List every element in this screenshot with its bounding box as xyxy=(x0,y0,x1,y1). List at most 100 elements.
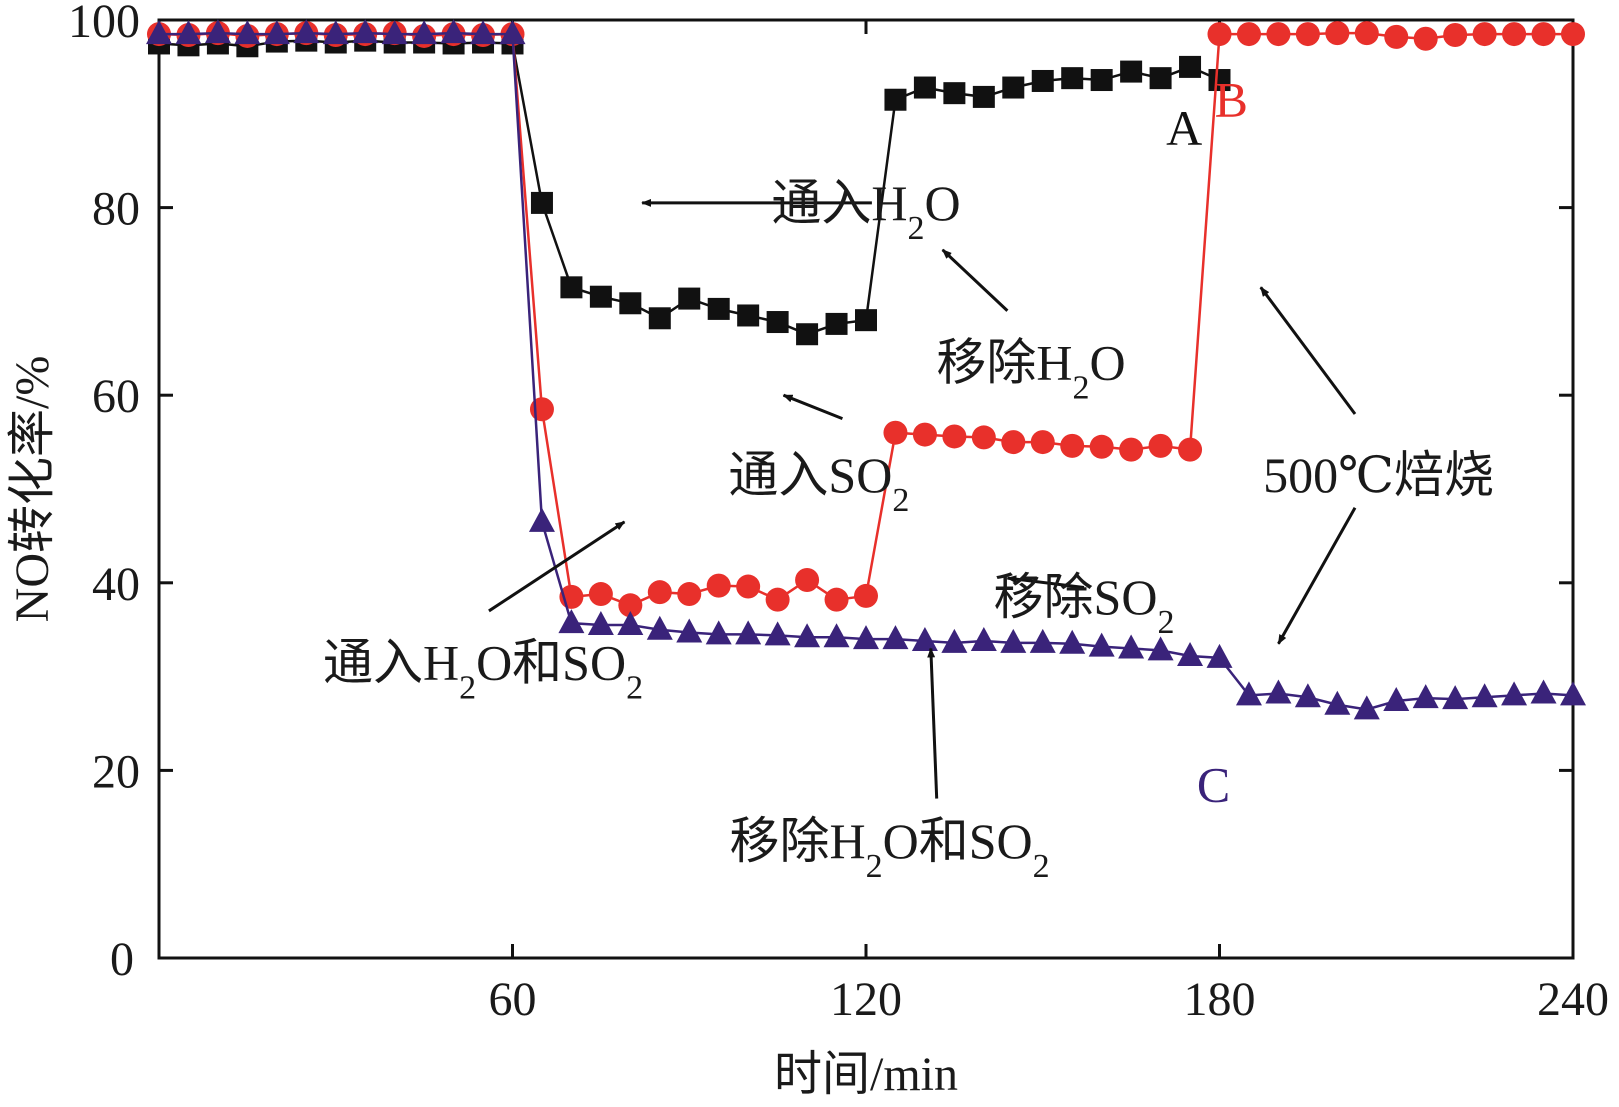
y-tick-label: 80 xyxy=(92,183,140,236)
data-point-B xyxy=(1295,22,1320,47)
series-labels: AB C xyxy=(1166,72,1248,813)
annotation-text: 通入SO2 xyxy=(728,447,909,519)
data-point-C xyxy=(1294,683,1321,708)
data-point-A xyxy=(1090,69,1113,92)
data-point-C xyxy=(676,618,703,643)
data-point-B xyxy=(1325,21,1350,46)
data-point-A xyxy=(1149,67,1172,90)
data-point-C xyxy=(882,625,909,650)
annotation-text-part: O xyxy=(925,175,961,231)
data-point-C xyxy=(411,20,438,45)
y-tick-label: 20 xyxy=(92,745,140,798)
data-point-C xyxy=(146,20,172,45)
annotation-text-part: O和SO xyxy=(476,635,626,691)
annotation-text-part: 移除H xyxy=(729,813,865,869)
data-point-C xyxy=(352,19,379,44)
data-point-C xyxy=(970,626,997,651)
data-point-B xyxy=(1236,22,1261,47)
data-point-A xyxy=(943,82,966,105)
annotation-text-part: 通入SO xyxy=(728,447,892,503)
data-point-C xyxy=(1324,690,1351,715)
data-point-C xyxy=(1059,629,1086,654)
annotation-text-part: 移除H xyxy=(936,334,1072,390)
data-point-C xyxy=(499,20,526,45)
data-point-A xyxy=(825,312,848,335)
data-point-B xyxy=(1502,22,1527,47)
annotation-text-part: 2 xyxy=(866,847,883,884)
data-point-A xyxy=(648,307,671,330)
tick-labels: 60 120 180 240 20 40 60 80 100 0 xyxy=(68,0,1609,1026)
data-point-C xyxy=(470,20,497,45)
data-point-B xyxy=(795,567,820,592)
data-point-B xyxy=(883,420,908,445)
data-point-C xyxy=(322,20,349,45)
data-point-C xyxy=(234,20,261,45)
data-point-C xyxy=(587,611,614,636)
axis-ticks xyxy=(159,20,1573,958)
data-point-C xyxy=(1000,628,1027,653)
series-layer xyxy=(146,19,1586,720)
data-point-C xyxy=(823,623,850,648)
annotation-text-part: 2 xyxy=(1072,369,1089,406)
annotation-arrow xyxy=(782,393,843,421)
data-point-B xyxy=(912,422,937,447)
data-point-B xyxy=(971,425,996,450)
y-tick-label: 40 xyxy=(92,558,140,611)
annotation-arrow xyxy=(927,647,939,799)
data-point-B xyxy=(1207,22,1232,47)
data-point-C xyxy=(1383,686,1410,711)
x-axis-label: 时间/min xyxy=(774,1048,958,1101)
data-point-C xyxy=(794,623,821,648)
data-point-C xyxy=(440,19,467,44)
annotation-text: 移除SO2 xyxy=(994,569,1175,641)
data-point-A xyxy=(560,276,583,299)
data-point-C xyxy=(853,625,879,650)
data-point-A xyxy=(884,88,907,111)
data-point-A xyxy=(530,191,553,214)
data-point-B xyxy=(1266,22,1291,47)
data-point-C xyxy=(1265,679,1292,704)
data-point-C xyxy=(1412,684,1439,709)
series-label-B: B xyxy=(1215,72,1248,128)
data-point-C xyxy=(175,20,202,45)
annotation-text-part: 通入H xyxy=(323,635,459,691)
data-point-B xyxy=(1413,26,1438,51)
data-point-A xyxy=(972,85,995,108)
data-point-C xyxy=(941,628,968,653)
data-point-A xyxy=(737,304,760,327)
x-tick-label: 120 xyxy=(830,973,902,1026)
annotation-arrows xyxy=(488,198,1357,799)
annotation-text-part: 2 xyxy=(892,481,909,518)
annotation-text: 通入H2O xyxy=(771,175,960,247)
data-point-B xyxy=(1178,437,1203,462)
data-point-C xyxy=(381,20,408,45)
data-point-B xyxy=(1531,22,1556,47)
data-point-A xyxy=(1031,69,1054,92)
annotation-text-part: 2 xyxy=(459,669,476,706)
annotation-text-part: 移除SO xyxy=(994,569,1158,625)
data-point-C xyxy=(764,621,791,646)
annotation-text-part: 500℃焙烧 xyxy=(1263,447,1494,503)
data-point-A xyxy=(1179,55,1202,78)
series-line-C xyxy=(159,31,1574,711)
data-point-B xyxy=(765,587,790,612)
annotation-text: 500℃焙烧 xyxy=(1263,447,1494,503)
data-point-C xyxy=(1501,681,1528,706)
data-point-B xyxy=(618,593,643,618)
data-point-B xyxy=(647,580,672,605)
data-point-B xyxy=(942,424,967,449)
data-point-C xyxy=(1206,643,1233,668)
data-point-B xyxy=(1472,22,1497,47)
data-point-B xyxy=(1060,433,1085,458)
annotation-text-part: 通入H xyxy=(771,175,907,231)
annotation-text-part: 2 xyxy=(1033,847,1050,884)
data-point-C xyxy=(204,19,231,44)
data-point-B xyxy=(1443,23,1468,48)
data-point-B xyxy=(736,574,761,599)
annotation-text: 移除H2O和SO2 xyxy=(729,813,1049,885)
data-point-B xyxy=(588,582,613,607)
data-point-C xyxy=(558,609,585,634)
annotation-text-part: O和SO xyxy=(883,813,1033,869)
data-point-A xyxy=(913,76,936,99)
